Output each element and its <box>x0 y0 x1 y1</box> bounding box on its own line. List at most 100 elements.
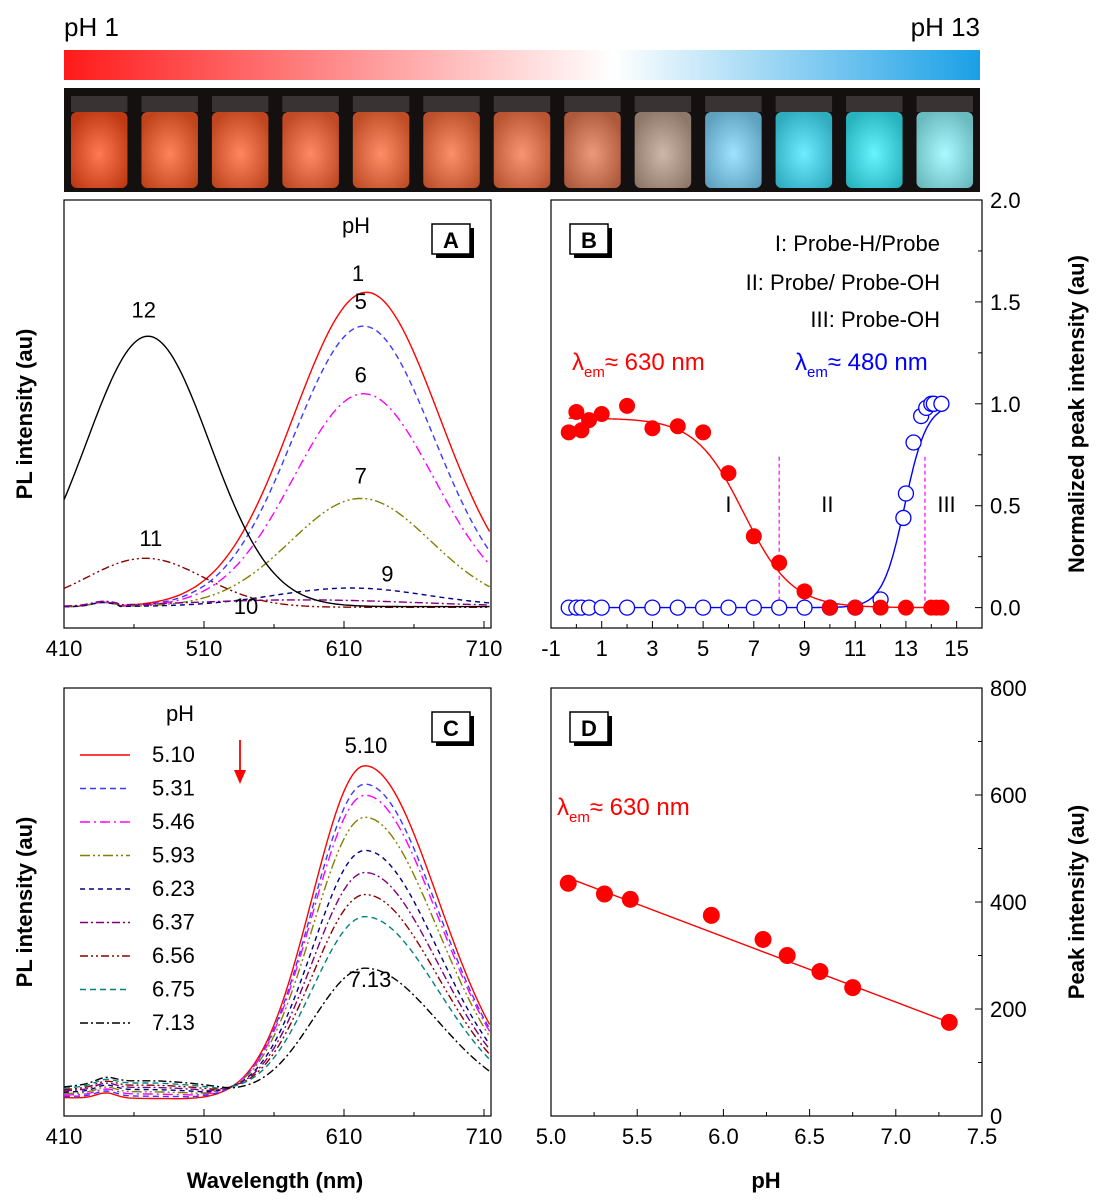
vial-shade <box>775 112 833 188</box>
curve-ph-7 <box>64 497 490 608</box>
peak-label-top: 5.10 <box>345 733 388 758</box>
curve-ph-6.56 <box>64 893 491 1091</box>
panel-label-b: B <box>581 228 597 253</box>
y-tick-label: 1.5 <box>990 290 1021 315</box>
vial-cap <box>493 96 551 112</box>
x-tick-label: 11 <box>844 636 867 661</box>
panel-label-box <box>569 711 609 743</box>
vial-shade <box>352 112 410 188</box>
panel-d-frame <box>550 687 983 1117</box>
red-point <box>847 599 864 616</box>
curve-ph-6.23 <box>64 849 491 1093</box>
panel-label-a: A <box>443 228 459 253</box>
x-tick-label: 5 <box>697 636 709 661</box>
y-axis-label: PL intensity (au) <box>12 817 37 988</box>
blue-wavelength-label: λem≈ 480 nm <box>795 349 928 381</box>
legend-label-7.13: 7.13 <box>152 1010 195 1035</box>
curve-ph-5.93 <box>64 816 491 1095</box>
vial-cap <box>211 96 269 112</box>
region-label-III: III <box>937 492 955 517</box>
red-point <box>644 420 661 437</box>
header-right-label: pH 13 <box>911 12 980 42</box>
vial-cap <box>564 96 621 112</box>
y-tick-label: 0.0 <box>990 596 1021 621</box>
curve-ph-5.46 <box>64 794 491 1096</box>
y-tick-label: 800 <box>990 676 1027 701</box>
vial-shade <box>282 112 339 188</box>
legend-label-5.31: 5.31 <box>152 776 195 801</box>
red-point <box>669 418 686 435</box>
y-tick-label: 200 <box>990 997 1027 1022</box>
curve-ph-6 <box>64 392 491 608</box>
blue-point <box>895 509 912 527</box>
curve-ph-5.10 <box>64 765 491 1100</box>
vial-cap <box>282 96 339 112</box>
data-point <box>844 979 862 997</box>
red-wavelength-label: λem≈ 630 nm <box>572 349 705 381</box>
curve-label-10: 10 <box>234 594 258 619</box>
x-axis-label: Wavelength (nm) <box>187 1168 363 1193</box>
legend-line-1: I: Probe-H/Probe <box>775 231 940 256</box>
data-point <box>702 906 720 924</box>
x-tick-label: 1 <box>596 636 608 661</box>
vial-shade <box>211 112 269 188</box>
vial-shade <box>71 112 128 188</box>
header-left-label: pH 1 <box>64 12 119 42</box>
red-point <box>872 599 889 616</box>
red-point <box>568 403 585 420</box>
trend-arrow-head <box>234 770 246 784</box>
vial-shade <box>846 112 903 188</box>
ph-gradient-wedge <box>64 50 980 80</box>
blue-point <box>694 599 712 616</box>
curve-ph-12 <box>64 335 490 608</box>
peak-label-bottom: 7.13 <box>349 967 392 992</box>
panel-label-box <box>569 223 609 255</box>
vial-cap <box>916 96 973 112</box>
panel-c: 5.10 5.31 5.46 5.93 6.23 6.37 6.56 6.75 7.13 pH 5.… <box>12 687 502 1193</box>
panel-c-frame <box>63 687 492 1117</box>
curve-label-11: 11 <box>139 526 162 551</box>
legend-line-3: III: Probe-OH <box>810 307 940 332</box>
x-tick-label: 610 <box>326 636 363 661</box>
blue-point <box>771 599 788 616</box>
curve-ph-7.13 <box>64 967 491 1089</box>
y-axis-label: PL intensity (au) <box>12 329 37 500</box>
curve-ph-5.31 <box>64 783 491 1098</box>
blue-point <box>593 599 610 616</box>
curve-ph-6.37 <box>64 871 491 1092</box>
red-point <box>720 465 737 482</box>
wavelength-label: λem≈ 630 nm <box>557 794 690 826</box>
x-tick-label: 7.0 <box>881 1124 912 1149</box>
y-tick-label: 1.0 <box>990 392 1021 417</box>
panel-a-frame <box>63 199 492 629</box>
blue-point <box>897 485 915 502</box>
curve-label-6: 6 <box>355 363 367 388</box>
x-axis-label: pH <box>751 1168 780 1193</box>
curve-ph-5 <box>64 325 491 608</box>
legend-label-5.10: 5.10 <box>152 742 195 767</box>
y-tick-label: 0 <box>990 1104 1002 1129</box>
data-point <box>595 885 613 903</box>
y-axis-label: Normalized peak intensity (au) <box>1064 255 1089 573</box>
blue-point <box>933 395 950 412</box>
vial-shade <box>916 112 973 188</box>
red-point <box>593 406 610 422</box>
data-point <box>621 890 639 908</box>
curve-label-7: 7 <box>355 463 367 488</box>
y-tick-label: 600 <box>990 783 1027 808</box>
panel-c-curves <box>64 765 491 1100</box>
data-point <box>940 1013 958 1031</box>
region-label-II: II <box>821 492 833 517</box>
x-tick-label: 15 <box>944 636 968 661</box>
vial-shade <box>705 112 762 188</box>
legend-line-2: II: Probe/ Probe-OH <box>746 270 940 295</box>
x-tick-label: 510 <box>186 636 223 661</box>
x-tick-label: 6.0 <box>708 1124 739 1149</box>
curve-label-9: 9 <box>381 562 393 587</box>
vial-shade <box>493 112 551 188</box>
panel-d: λem≈ 630 nm D 5.0 5.5 6.0 6.5 7.0 7.50 200 400 600… <box>536 676 1089 1193</box>
x-tick-label: 410 <box>46 636 83 661</box>
x-tick-label: 510 <box>186 1124 223 1149</box>
